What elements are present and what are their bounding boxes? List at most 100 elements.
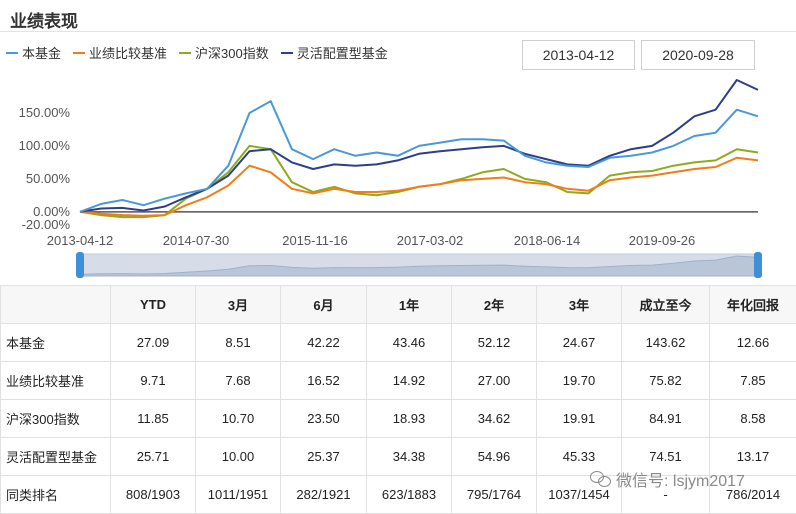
- table-cell: 24.67: [536, 323, 622, 362]
- table-cell: 42.22: [280, 323, 367, 362]
- column-header: 3年: [536, 285, 622, 324]
- legend-label-fund: 本基金: [22, 46, 62, 61]
- chart-legend: 本基金 业绩比较基准 沪深300指数 灵活配置型基金: [6, 43, 388, 62]
- column-header: YTD: [110, 285, 196, 324]
- column-header: 成立至今: [621, 285, 710, 324]
- table-cell: 27.09: [110, 323, 196, 362]
- start-date-input[interactable]: [522, 40, 635, 70]
- y-tick-label: 150.00%: [19, 105, 71, 120]
- legend-label-csi300: 沪深300指数: [195, 46, 269, 61]
- table-row: 业绩比较基准 9.71 7.68 16.52 14.92 27.00 19.70…: [0, 361, 796, 400]
- row-label: 同类排名: [0, 475, 111, 514]
- column-header: 3月: [195, 285, 281, 324]
- series-line-category: [79, 79, 759, 213]
- table-row: 沪深300指数 11.85 10.70 23.50 18.93 34.62 19…: [0, 399, 796, 438]
- column-header: 年化回报: [709, 285, 796, 324]
- table-cell: 9.71: [110, 361, 196, 400]
- table-cell: 786/2014: [709, 475, 796, 514]
- table-cell: 8.58: [709, 399, 796, 438]
- table-cell: 45.33: [536, 437, 622, 476]
- row-label: 灵活配置型基金: [0, 437, 111, 476]
- legend-swatch-benchmark: [73, 51, 86, 54]
- table-cell: 34.62: [451, 399, 537, 438]
- table-cell: 19.91: [536, 399, 622, 438]
- x-tick-label: 2019-09-26: [629, 233, 696, 248]
- table-cell: 43.46: [366, 323, 452, 362]
- table-cell: 7.68: [195, 361, 281, 400]
- table-cell: 1011/1951: [195, 475, 281, 514]
- table-cell: 84.91: [621, 399, 710, 438]
- table-cell: 27.00: [451, 361, 537, 400]
- table-cell: -: [621, 475, 710, 514]
- table-cell: 282/1921: [280, 475, 367, 514]
- table-cell: 808/1903: [110, 475, 196, 514]
- table-cell: 34.38: [366, 437, 452, 476]
- performance-chart: 150.00% 100.00% 50.00% 0.00%-20.00% 2013-04…: [19, 79, 762, 278]
- table-cell: 10.00: [195, 437, 281, 476]
- row-label: 本基金: [0, 323, 111, 362]
- y-tick-label: 50.00%: [26, 171, 71, 186]
- table-cell: 795/1764: [451, 475, 537, 514]
- column-header: 6月: [280, 285, 367, 324]
- legend-label-category: 灵活配置型基金: [296, 46, 388, 61]
- table-cell: 11.85: [110, 399, 196, 438]
- x-tick-label: 2013-04-12: [47, 233, 114, 248]
- table-cell: 19.70: [536, 361, 622, 400]
- table-cell: 12.66: [709, 323, 796, 362]
- y-tick-label: 0.00%: [33, 204, 70, 219]
- table-row: 同类排名 808/1903 1011/1951 282/1921 623/188…: [0, 475, 796, 514]
- x-tick-label: 2018-06-14: [514, 233, 581, 248]
- table-cell: 143.62: [621, 323, 710, 362]
- table-row: 本基金 27.09 8.51 42.22 43.46 52.12 24.67 1…: [0, 323, 796, 362]
- table-cell: 52.12: [451, 323, 537, 362]
- table-cell: 54.96: [451, 437, 537, 476]
- table-row: 灵活配置型基金 25.71 10.00 25.37 34.38 54.96 45…: [0, 437, 796, 476]
- legend-item-fund[interactable]: 本基金: [6, 43, 61, 62]
- table-cell: 8.51: [195, 323, 281, 362]
- page-title: 业绩表现: [10, 12, 78, 31]
- x-tick-label: 2015-11-16: [282, 233, 348, 248]
- table-cell: 74.51: [621, 437, 710, 476]
- table-cell: 623/1883: [366, 475, 452, 514]
- navigator-area: [79, 255, 759, 277]
- navigator-handle-left[interactable]: [76, 252, 84, 278]
- range-navigator[interactable]: [76, 252, 762, 278]
- x-tick-label: 2014-07-30: [163, 233, 230, 248]
- table-header-row: YTD 3月 6月 1年 2年 3年 成立至今 年化回报: [0, 285, 796, 324]
- table-cell: 1037/1454: [536, 475, 622, 514]
- row-label: 业绩比较基准: [0, 361, 111, 400]
- legend-item-category[interactable]: 灵活配置型基金: [280, 43, 388, 62]
- column-header: 2年: [451, 285, 537, 324]
- y-tick-label: -20.00%: [22, 217, 71, 232]
- table-cell: 25.37: [280, 437, 367, 476]
- legend-item-csi300[interactable]: 沪深300指数: [179, 43, 269, 62]
- table-cell: 75.82: [621, 361, 710, 400]
- x-axis: 2013-04-12 2014-07-30 2015-11-16 2017-03-02…: [47, 233, 696, 248]
- table-cell: 25.71: [110, 437, 196, 476]
- legend-swatch-fund: [6, 51, 18, 54]
- table-cell: 13.17: [709, 437, 796, 476]
- table-cell: 7.85: [709, 361, 796, 400]
- legend-swatch-csi300: [179, 51, 192, 54]
- column-header: 1年: [366, 285, 452, 324]
- navigator-handle-right[interactable]: [754, 252, 762, 278]
- legend-label-benchmark: 业绩比较基准: [89, 46, 168, 61]
- table-cell: 10.70: [195, 399, 281, 438]
- table-cell: 23.50: [280, 399, 367, 438]
- x-tick-label: 2017-03-02: [397, 233, 464, 248]
- table-cell: 18.93: [366, 399, 452, 438]
- series-line-benchmark: [79, 156, 759, 217]
- y-tick-label: 100.00%: [19, 138, 71, 153]
- performance-table: YTD 3月 6月 1年 2年 3年 成立至今 年化回报 本基金 27.09 8…: [0, 285, 796, 514]
- y-axis: 150.00% 100.00% 50.00% 0.00%-20.00%: [19, 105, 71, 232]
- end-date-input[interactable]: [641, 40, 755, 70]
- series-lines: [79, 79, 759, 219]
- row-label: 沪深300指数: [0, 399, 111, 438]
- table-corner: [0, 285, 111, 324]
- legend-item-benchmark[interactable]: 业绩比较基准: [73, 43, 167, 62]
- legend-swatch-category: [280, 51, 293, 54]
- title-divider: [0, 31, 796, 32]
- table-cell: 14.92: [366, 361, 452, 400]
- series-line-fund: [79, 100, 759, 213]
- table-cell: 16.52: [280, 361, 367, 400]
